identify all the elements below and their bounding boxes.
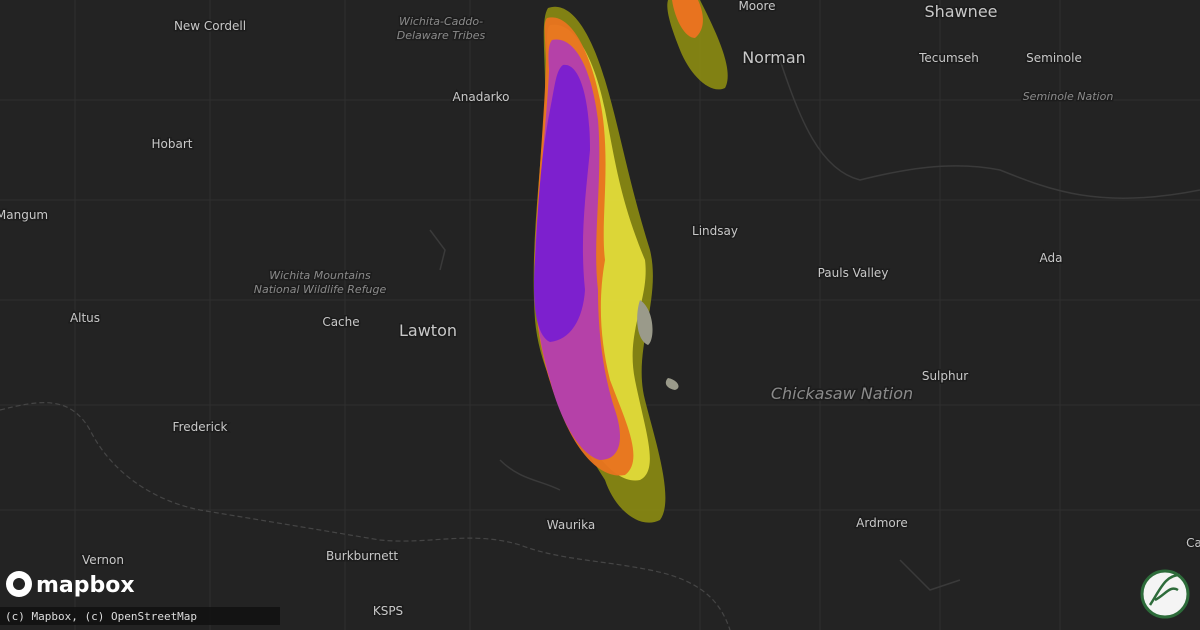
storm-swaths — [533, 0, 728, 523]
swath-gray — [637, 300, 679, 390]
place-label: Tecumseh — [918, 51, 979, 65]
mapbox-logo: mapbox — [6, 571, 135, 598]
place-label: Ca — [1186, 536, 1200, 550]
site-badge — [1140, 569, 1190, 619]
place-label: Vernon — [82, 553, 124, 567]
region-label: Wichita Mountains — [269, 269, 371, 282]
place-label: Anadarko — [453, 90, 510, 104]
place-label: New Cordell — [174, 19, 246, 33]
region-label: National Wildlife Refuge — [254, 283, 387, 296]
place-label: Seminole — [1026, 51, 1082, 65]
logo-icon-inner — [13, 578, 25, 590]
place-label: Ardmore — [856, 516, 908, 530]
badge-mark — [1148, 573, 1181, 606]
place-label: Lindsay — [692, 224, 738, 238]
place-label: Hobart — [152, 137, 193, 151]
region-label: Wichita-Caddo- — [399, 15, 483, 28]
place-label: Sulphur — [922, 369, 968, 383]
place-label: Altus — [70, 311, 100, 325]
swath-orange-ne — [672, 0, 703, 38]
attribution: (c) Mapbox, (c) OpenStreetMap — [5, 610, 197, 623]
attribution-bar — [0, 607, 280, 625]
region-label: Seminole Nation — [1023, 90, 1114, 103]
place-label: Pauls Valley — [818, 266, 889, 280]
place-label: KSPS — [373, 604, 403, 618]
place-label: Norman — [742, 48, 806, 67]
region-labels: Wichita-Caddo- Delaware Tribes Seminole … — [252, 14, 1115, 405]
region-label: Delaware Tribes — [397, 29, 486, 42]
place-label: Moore — [738, 0, 775, 13]
swath-purple — [533, 64, 590, 342]
place-label: Burkburnett — [326, 549, 398, 563]
place-label: Mangum — [0, 208, 48, 222]
logo-text: mapbox — [36, 573, 135, 598]
place-label: Frederick — [173, 420, 228, 434]
place-label: Ada — [1040, 251, 1063, 265]
region-label: Chickasaw Nation — [771, 384, 913, 403]
place-label: Waurika — [547, 518, 595, 532]
place-label: Shawnee — [924, 2, 997, 21]
place-label: Lawton — [399, 321, 457, 340]
place-label: Cache — [322, 315, 359, 329]
